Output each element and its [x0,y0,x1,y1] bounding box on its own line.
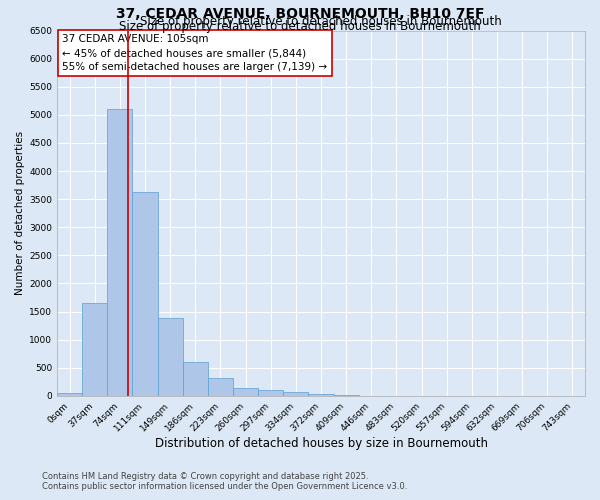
Bar [133,192,158,396]
Bar [258,390,283,396]
Bar [158,318,183,396]
Bar [283,392,308,396]
Bar [233,388,258,396]
Bar [82,303,107,396]
Title: Size of property relative to detached houses in Bournemouth: Size of property relative to detached ho… [140,15,502,28]
Bar [57,393,82,396]
Y-axis label: Number of detached properties: Number of detached properties [15,131,25,296]
Bar [308,394,334,396]
Text: Contains HM Land Registry data © Crown copyright and database right 2025.: Contains HM Land Registry data © Crown c… [42,472,368,481]
Text: Contains public sector information licensed under the Open Government Licence v3: Contains public sector information licen… [42,482,407,491]
Text: 37, CEDAR AVENUE, BOURNEMOUTH, BH10 7EF: 37, CEDAR AVENUE, BOURNEMOUTH, BH10 7EF [116,8,484,22]
X-axis label: Distribution of detached houses by size in Bournemouth: Distribution of detached houses by size … [155,437,488,450]
Text: 37 CEDAR AVENUE: 105sqm
← 45% of detached houses are smaller (5,844)
55% of semi: 37 CEDAR AVENUE: 105sqm ← 45% of detache… [62,34,328,72]
Text: Size of property relative to detached houses in Bournemouth: Size of property relative to detached ho… [119,20,481,33]
Bar [107,109,133,396]
Bar [183,362,208,396]
Bar [208,378,233,396]
